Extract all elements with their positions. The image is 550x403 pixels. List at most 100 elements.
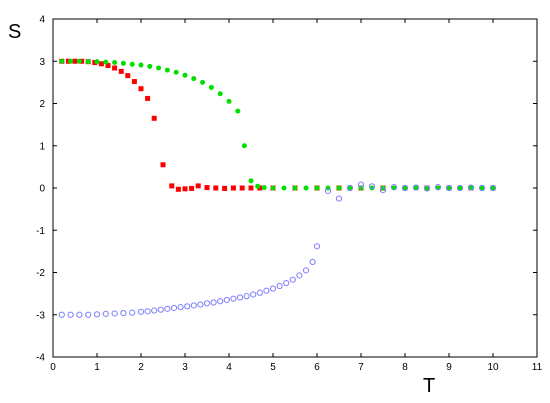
data-point-series-1 [239, 185, 245, 191]
data-point-series-3 [390, 184, 398, 191]
data-point-series-3 [184, 303, 191, 310]
data-point-series-1 [72, 58, 78, 64]
data-point-series-3 [434, 184, 442, 191]
data-point-series-1 [213, 185, 219, 191]
data-point-series-2 [281, 185, 287, 191]
x-tick-label: 6 [314, 362, 320, 373]
data-point-series-1 [248, 185, 254, 191]
y-tick-label: 4 [39, 15, 45, 26]
data-point-series-3 [170, 304, 178, 312]
data-point-series-1 [151, 115, 157, 121]
data-point-series-2 [255, 183, 261, 189]
data-point-series-2 [182, 72, 188, 78]
data-point-series-3 [256, 289, 263, 296]
data-point-series-2 [138, 62, 144, 68]
y-tick-label: -3 [36, 310, 45, 321]
data-point-series-3 [210, 299, 217, 306]
data-point-series-3 [357, 181, 365, 188]
data-point-series-3 [296, 272, 303, 279]
data-point-series-2 [457, 185, 463, 191]
data-point-series-2 [402, 185, 408, 191]
data-point-series-2 [413, 185, 419, 191]
data-point-series-3 [137, 308, 145, 315]
data-point-series-2 [446, 185, 452, 191]
data-point-series-3 [85, 311, 92, 318]
data-point-series-2 [336, 185, 342, 191]
data-point-series-2 [261, 185, 267, 191]
data-point-series-3 [203, 300, 211, 307]
data-point-series-2 [241, 143, 247, 149]
data-point-series-2 [292, 185, 298, 191]
data-point-series-3 [58, 311, 65, 318]
data-point-series-1 [257, 185, 263, 191]
data-point-series-3 [76, 311, 83, 318]
data-point-series-3 [129, 309, 136, 316]
data-point-series-3 [324, 187, 332, 195]
data-point-series-2 [369, 185, 375, 191]
data-point-series-1 [145, 95, 151, 101]
data-point-series-2 [129, 61, 135, 67]
data-point-series-2 [468, 185, 474, 191]
data-point-series-2 [156, 65, 162, 71]
data-point-series-3 [217, 298, 224, 305]
data-point-series-1 [189, 185, 195, 191]
x-tick-label: 5 [270, 362, 276, 373]
data-point-series-3 [412, 184, 420, 191]
data-point-series-1 [98, 61, 104, 67]
x-tick-label: 8 [402, 362, 408, 373]
data-point-series-2 [490, 185, 496, 191]
data-point-series-1 [131, 79, 137, 85]
data-point-series-2 [94, 59, 100, 65]
data-point-series-2 [235, 108, 241, 114]
data-point-series-3 [67, 311, 74, 318]
y-tick-label: -4 [36, 353, 45, 364]
data-point-series-3 [236, 294, 244, 301]
data-point-series-1 [169, 183, 175, 189]
data-point-series-2 [173, 69, 179, 75]
data-point-series-2 [479, 185, 485, 191]
data-point-series-2 [208, 84, 214, 90]
data-point-series-2 [248, 178, 254, 184]
data-point-series-3 [157, 306, 164, 313]
data-point-series-3 [190, 302, 197, 309]
data-point-series-2 [164, 67, 170, 73]
y-axis-title: S [8, 21, 21, 43]
data-point-series-3 [289, 276, 296, 283]
data-point-series-1 [125, 73, 131, 79]
data-point-series-1 [105, 62, 111, 68]
data-point-series-3 [445, 184, 453, 192]
y-tick-label: -2 [36, 268, 45, 279]
data-point-series-3 [269, 285, 277, 292]
y-tick-label: 0 [39, 184, 45, 195]
data-point-series-1 [182, 186, 188, 192]
data-point-series-3 [346, 184, 354, 192]
data-point-series-2 [303, 185, 309, 191]
data-point-series-3 [401, 184, 409, 192]
data-point-series-3 [230, 295, 237, 302]
data-point-series-2 [85, 59, 91, 65]
data-point-series-2 [226, 98, 232, 104]
data-point-series-3 [151, 307, 158, 314]
data-point-series-3 [223, 296, 230, 304]
data-point-series-3 [478, 184, 486, 192]
data-point-series-2 [347, 185, 353, 191]
data-point-series-1 [222, 185, 228, 191]
x-tick-label: 11 [532, 362, 543, 373]
x-tick-label: 4 [226, 362, 232, 373]
data-point-series-3 [120, 309, 127, 317]
data-point-series-3 [197, 301, 204, 308]
data-point-series-2 [76, 58, 82, 64]
data-point-series-3 [111, 310, 118, 317]
data-point-series-2 [217, 91, 223, 97]
x-tick-label: 0 [50, 362, 56, 373]
data-point-series-2 [112, 60, 118, 66]
data-point-series-3 [368, 183, 376, 190]
data-point-series-2 [147, 63, 153, 69]
data-point-series-1 [204, 185, 210, 191]
x-tick-label: 7 [358, 362, 364, 373]
y-tick-label: -1 [36, 226, 45, 237]
x-tick-label: 1 [94, 362, 100, 373]
data-point-series-3 [102, 310, 109, 318]
data-point-series-2 [424, 185, 430, 191]
